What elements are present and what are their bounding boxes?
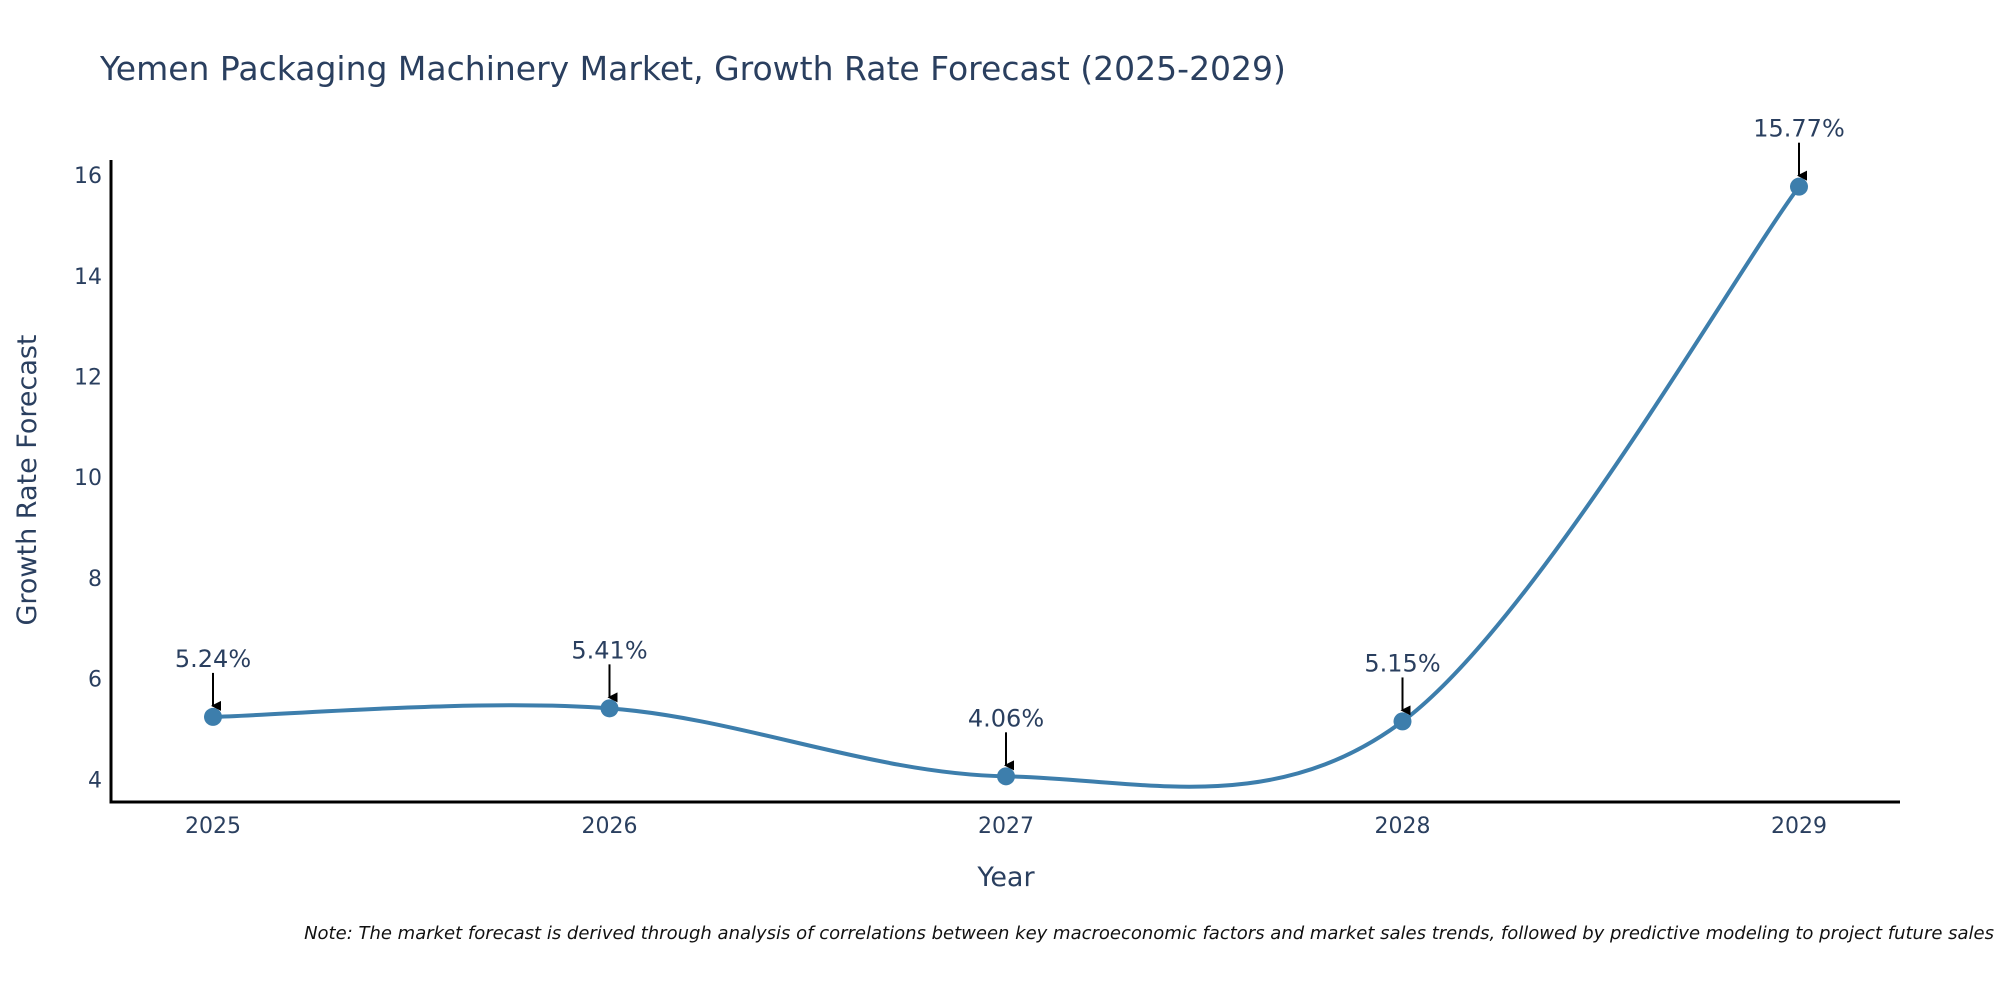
data-point-2026	[600, 699, 619, 718]
y-tick-label: 14	[74, 265, 102, 290]
footnote: Note: The market forecast is derived thr…	[304, 923, 1994, 944]
chart-title: Yemen Packaging Machinery Market, Growth…	[99, 49, 1286, 88]
x-axis-ticks: 2025 2026 2027 2028 2029	[185, 814, 1827, 839]
y-tick-label: 10	[74, 466, 102, 491]
data-label-2029: 15.77%	[1753, 115, 1845, 143]
data-point-2025	[204, 707, 222, 726]
x-tick-label: 2026	[582, 814, 638, 839]
y-tick-label: 6	[88, 668, 102, 693]
y-axis-title: Growth Rate Forecast	[12, 334, 43, 625]
data-label-annotations: 5.24% 5.41% 4.06% 5.15% 15.77%	[175, 115, 1845, 771]
x-axis-title: Year	[976, 862, 1035, 893]
y-axis-ticks: 4 6 8 10 12 14 16	[74, 164, 102, 793]
data-label-2025: 5.24%	[175, 645, 251, 673]
y-tick-label: 4	[88, 768, 102, 793]
data-label-2027: 4.06%	[968, 704, 1044, 732]
data-point-2027	[997, 767, 1015, 786]
x-tick-label: 2029	[1771, 814, 1827, 839]
y-tick-label: 8	[88, 567, 102, 592]
data-label-2026: 5.41%	[571, 636, 647, 664]
y-tick-label: 16	[74, 164, 102, 189]
x-tick-label: 2028	[1375, 814, 1431, 839]
x-tick-label: 2027	[978, 814, 1034, 839]
data-point-2028	[1393, 712, 1412, 731]
y-tick-label: 12	[74, 366, 102, 391]
x-tick-label: 2025	[185, 814, 241, 839]
data-point-markers	[204, 177, 1808, 786]
data-point-2029	[1790, 177, 1808, 196]
growth-rate-line	[212, 185, 1801, 789]
data-label-2028: 5.15%	[1364, 649, 1440, 677]
